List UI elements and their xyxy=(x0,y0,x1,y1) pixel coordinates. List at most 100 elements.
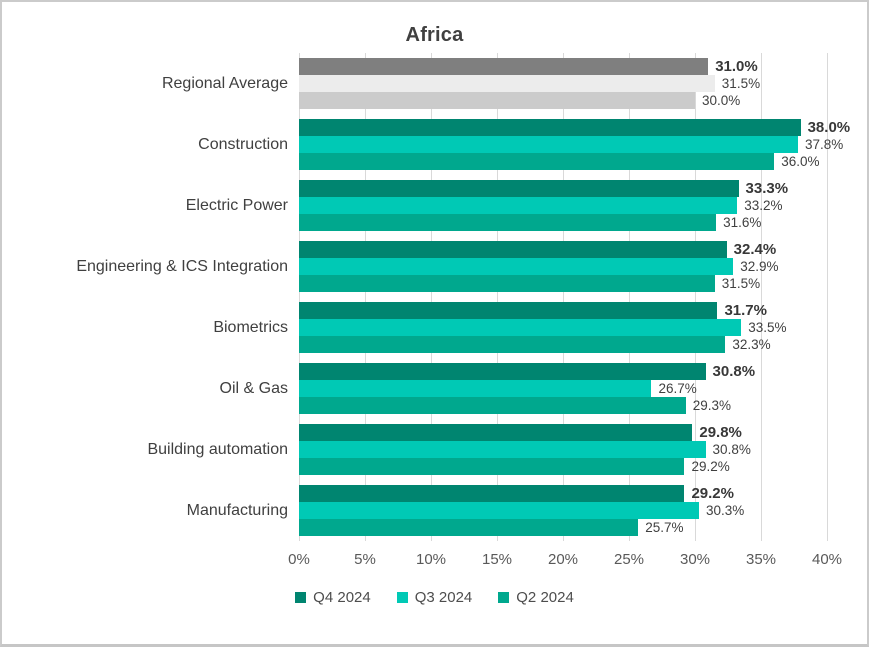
value-label-q3-2024-building-automation: 30.8% xyxy=(712,442,751,457)
value-label-q3-2024-manufacturing: 30.3% xyxy=(705,503,745,518)
chart-title: Africa xyxy=(405,24,464,46)
bar-line-q2-2024-construction: 36.0% xyxy=(299,153,827,170)
value-label-q2-2024-regional-average: 30.0% xyxy=(702,93,741,108)
bar-q3-2024-oil-gas xyxy=(299,380,652,397)
value-label-q2-2024-construction: 36.0% xyxy=(781,154,820,169)
bar-line-q3-2024-biometrics: 33.5% xyxy=(299,319,827,336)
value-label-q3-2024-oil-gas: 26.7% xyxy=(658,381,697,396)
bar-line-q2-2024-engineering-ics-integration: 31.5% xyxy=(299,275,827,292)
x-tick-label-25%: 25% xyxy=(613,551,645,568)
legend-item-q3-2024: Q3 2024 xyxy=(396,589,472,606)
category-label-construction: Construction xyxy=(198,135,288,153)
category-row-building-automation: Building automation 29.8% 30.8% 29.2% xyxy=(14,419,827,480)
bar-chart-plot-area: Regional Average 31.0% 31.5% 30.0% Construct… xyxy=(14,53,850,541)
legend-item-q2-2024: Q2 2024 xyxy=(498,589,574,606)
chart-legend: Q4 2024 Q3 2024 Q2 2024 xyxy=(2,589,867,606)
gridline-40% xyxy=(827,53,828,541)
bar-q3-2024-building-automation xyxy=(299,441,706,458)
bar-line-q3-2024-manufacturing: 30.3% xyxy=(299,502,827,519)
category-label-engineering-ics-integration: Engineering & ICS Integration xyxy=(76,257,288,275)
bar-q4-2024-oil-gas xyxy=(299,363,706,380)
bar-q2-2024-manufacturing xyxy=(299,519,639,536)
x-tick-label-35%: 35% xyxy=(745,551,777,568)
value-label-q2-2024-manufacturing: 25.7% xyxy=(645,520,684,535)
category-row-regional-average: Regional Average 31.0% 31.5% 30.0% xyxy=(14,53,827,114)
value-label-q3-2024-engineering-ics-integration: 32.9% xyxy=(740,259,779,274)
bar-q3-2024-construction xyxy=(299,136,798,153)
bar-line-q2-2024-regional-average: 30.0% xyxy=(299,92,827,109)
legend-swatch-q2-2024 xyxy=(498,592,510,603)
x-tick-label-40%: 40% xyxy=(811,551,843,568)
value-label-q4-2024-building-automation: 29.8% xyxy=(699,424,742,441)
bar-q4-2024-electric-power xyxy=(299,180,739,197)
category-label-biometrics: Biometrics xyxy=(213,318,288,336)
value-label-q3-2024-biometrics: 33.5% xyxy=(748,320,787,335)
category-label-manufacturing: Manufacturing xyxy=(186,501,288,519)
category-row-oil-gas: Oil & Gas 30.8% 26.7% 29.3% xyxy=(14,358,827,419)
category-row-construction: Construction 38.0% 37.8% 36.0% xyxy=(14,114,850,175)
category-row-electric-power: Electric Power 33.3% 33.2% 31.6% xyxy=(14,175,827,236)
bar-group-electric-power: 33.3% 33.2% 31.6% xyxy=(299,175,827,236)
bar-q3-2024-biometrics xyxy=(299,319,742,336)
category-row-manufacturing: Manufacturing 29.2% 30.3% 25.7% xyxy=(14,480,827,541)
gridline-10% xyxy=(431,53,432,541)
bar-group-engineering-ics-integration: 32.4% 32.9% 31.5% xyxy=(299,236,827,297)
bar-q3-2024-regional-average xyxy=(299,75,715,92)
bar-q4-2024-biometrics xyxy=(299,302,718,319)
value-label-q4-2024-electric-power: 33.3% xyxy=(745,180,789,197)
category-label-regional-average: Regional Average xyxy=(161,74,288,92)
bar-line-q2-2024-oil-gas: 29.3% xyxy=(299,397,827,414)
bar-group-construction: 38.0% 37.8% 36.0% xyxy=(299,114,850,175)
bar-q2-2024-electric-power xyxy=(299,214,717,231)
bar-line-q3-2024-construction: 37.8% xyxy=(299,136,843,153)
legend-label-q2-2024: Q2 2024 xyxy=(516,589,574,606)
gridline-5% xyxy=(365,53,366,541)
gridline-35% xyxy=(761,53,762,541)
bar-line-q3-2024-oil-gas: 26.7% xyxy=(299,380,827,397)
bar-q2-2024-biometrics xyxy=(299,336,726,353)
bar-line-q4-2024-regional-average: 31.0% xyxy=(299,58,827,75)
value-label-q4-2024-biometrics: 31.7% xyxy=(724,302,767,319)
gridline-layer xyxy=(299,53,828,541)
bar-q4-2024-engineering-ics-integration xyxy=(299,241,727,258)
bar-group-regional-average: 31.0% 31.5% 30.0% xyxy=(299,53,827,114)
bar-line-q4-2024-manufacturing: 29.2% xyxy=(299,485,827,502)
value-label-q2-2024-oil-gas: 29.3% xyxy=(692,398,732,413)
legend-swatch-q4-2024 xyxy=(295,592,307,603)
gridline-25% xyxy=(629,53,630,541)
gridline-15% xyxy=(497,53,498,541)
legend-label-q4-2024: Q4 2024 xyxy=(313,589,371,606)
x-axis: 0% 5% 10% 15% 20% 25% 30% 35% 40% xyxy=(288,545,842,573)
bar-q4-2024-building-automation xyxy=(299,424,693,441)
value-label-q2-2024-engineering-ics-integration: 31.5% xyxy=(721,276,761,291)
bar-line-q3-2024-regional-average: 31.5% xyxy=(299,75,827,92)
bar-q3-2024-manufacturing xyxy=(299,502,699,519)
category-label-building-automation: Building automation xyxy=(147,440,288,458)
bar-q2-2024-construction xyxy=(299,153,775,170)
value-label-q4-2024-construction: 38.0% xyxy=(807,119,851,136)
bar-line-q4-2024-building-automation: 29.8% xyxy=(299,424,827,441)
bar-group-oil-gas: 30.8% 26.7% 29.3% xyxy=(299,358,827,419)
bar-line-q4-2024-construction: 38.0% xyxy=(299,119,850,136)
bar-q4-2024-manufacturing xyxy=(299,485,685,502)
bar-line-q2-2024-manufacturing: 25.7% xyxy=(299,519,827,536)
value-label-q2-2024-biometrics: 32.3% xyxy=(732,337,771,352)
bar-line-q3-2024-building-automation: 30.8% xyxy=(299,441,827,458)
x-tick-label-5%: 5% xyxy=(354,551,376,568)
x-tick-label-10%: 10% xyxy=(415,551,447,568)
value-label-q3-2024-regional-average: 31.5% xyxy=(721,76,761,91)
x-tick-label-15%: 15% xyxy=(481,551,513,568)
value-label-q4-2024-manufacturing: 29.2% xyxy=(691,485,734,502)
bar-q3-2024-electric-power xyxy=(299,197,738,214)
legend-swatch-q3-2024 xyxy=(396,592,408,603)
gridline-20% xyxy=(563,53,564,541)
gridline-0% xyxy=(299,53,300,541)
value-label-q2-2024-electric-power: 31.6% xyxy=(723,215,762,230)
bar-line-q4-2024-engineering-ics-integration: 32.4% xyxy=(299,241,827,258)
value-label-q3-2024-electric-power: 33.2% xyxy=(744,198,783,213)
bar-line-q3-2024-engineering-ics-integration: 32.9% xyxy=(299,258,827,275)
x-tick-label-30%: 30% xyxy=(679,551,711,568)
bar-q4-2024-regional-average xyxy=(299,58,709,75)
category-row-engineering-ics-integration: Engineering & ICS Integration 32.4% 32.9% 3… xyxy=(14,236,827,297)
